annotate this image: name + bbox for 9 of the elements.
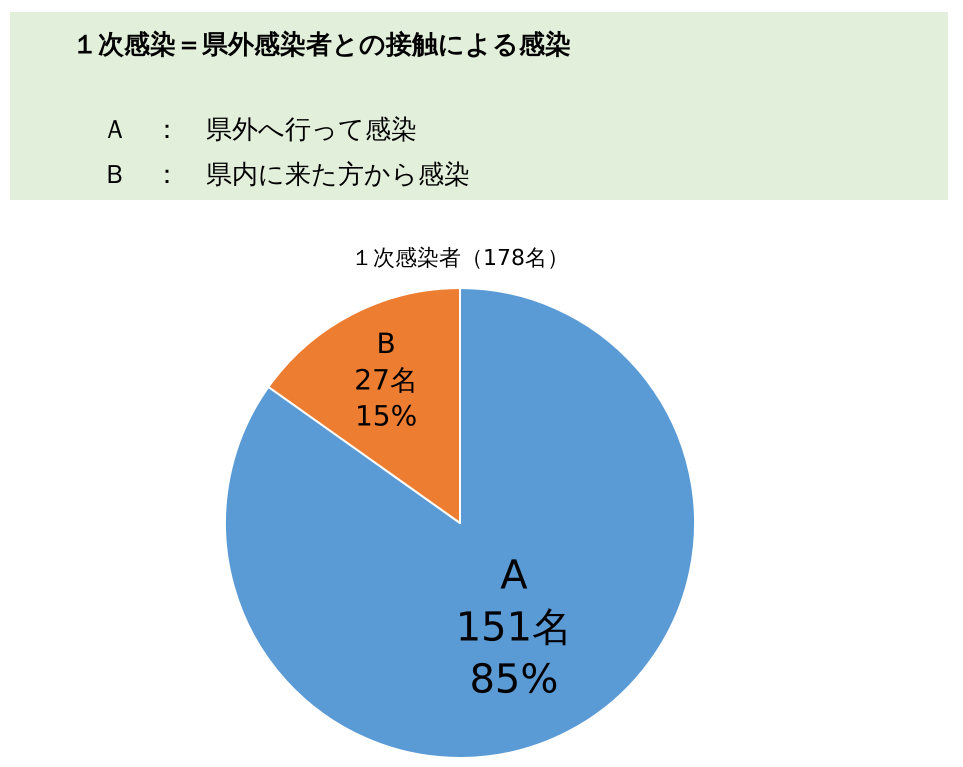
data-label: 27名 15% <box>354 363 418 433</box>
chart-title: １次感染＝県外感染者との接触による感染 <box>72 30 571 60</box>
data-label: 151名 85% <box>456 604 572 702</box>
slice-label: A <box>500 552 528 598</box>
chart-subtitle: １次感染者（178名） <box>351 246 569 271</box>
text: Ｂ ： 県内に来た方から感染 <box>102 160 470 190</box>
pie-slice <box>224 287 696 759</box>
slice-label: B <box>376 326 396 360</box>
text: Ａ ： 県外へ行って感染 <box>102 115 417 145</box>
